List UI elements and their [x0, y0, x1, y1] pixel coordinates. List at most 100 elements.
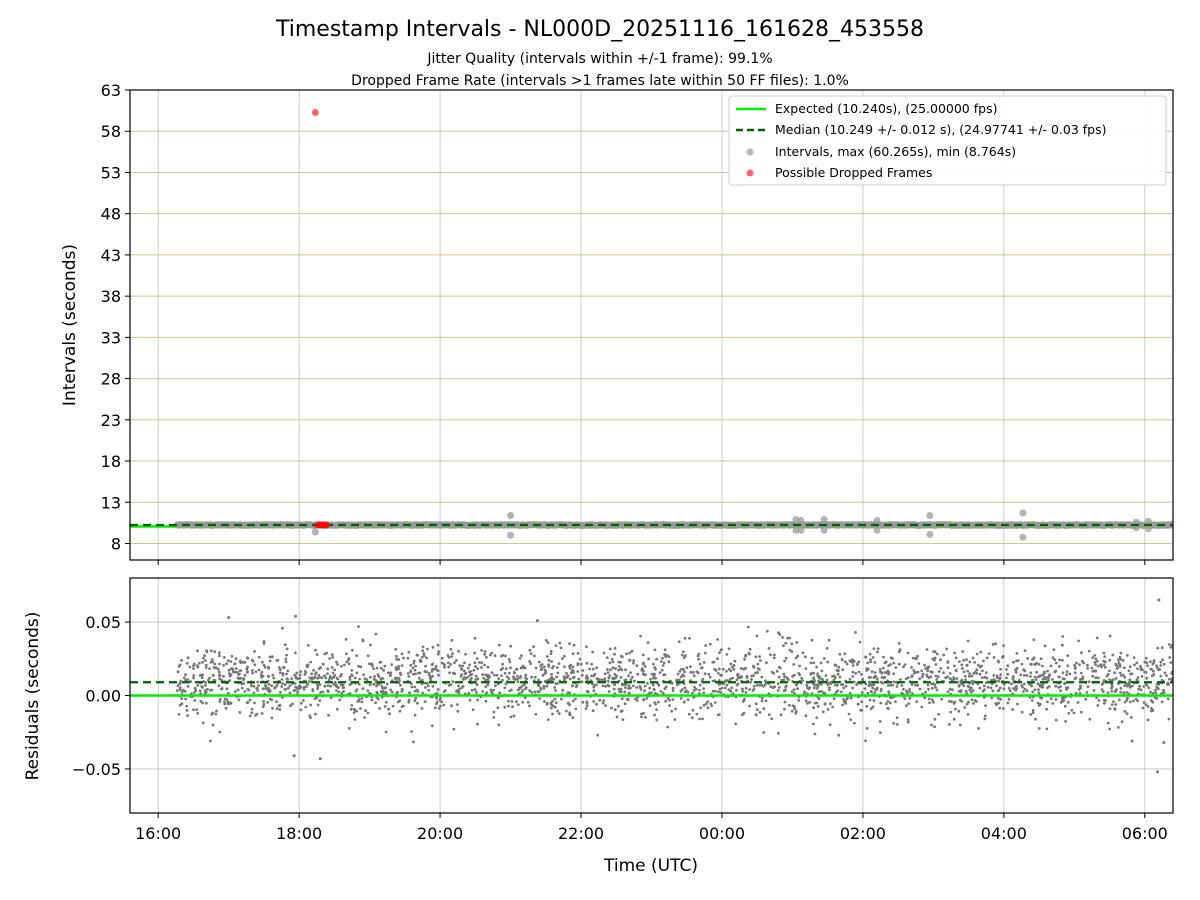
residual-point — [952, 702, 956, 705]
residual-point — [918, 677, 921, 681]
residual-point — [243, 690, 247, 693]
residual-point — [1110, 686, 1113, 690]
x-tick-label: 22:00 — [558, 824, 604, 843]
residual-point — [690, 716, 694, 720]
residual-point — [282, 666, 286, 669]
residual-point — [569, 671, 573, 675]
residual-point — [935, 652, 939, 656]
residual-point — [871, 656, 875, 659]
residual-point — [238, 672, 241, 676]
residual-point — [755, 634, 759, 638]
residual-point — [1136, 667, 1139, 670]
residual-point — [848, 677, 852, 681]
residual-point — [820, 669, 824, 673]
residual-point — [296, 690, 299, 694]
residual-point — [361, 687, 365, 691]
residual-point — [420, 707, 424, 710]
residual-point — [385, 682, 389, 686]
residual-point — [623, 683, 626, 687]
residual-point — [628, 658, 631, 662]
residual-point — [1029, 671, 1033, 675]
residual-point — [180, 702, 184, 705]
residual-point — [754, 713, 758, 717]
residual-point — [486, 678, 490, 681]
residual-point — [1011, 677, 1015, 681]
residual-point — [198, 661, 201, 665]
residual-point — [183, 689, 187, 693]
residual-point — [499, 668, 503, 672]
residual-point — [213, 662, 217, 666]
residual-point — [717, 683, 721, 686]
residual-point — [560, 697, 563, 701]
residual-point — [1138, 684, 1141, 688]
residual-point — [510, 688, 513, 692]
residual-point — [948, 723, 951, 726]
residual-point — [298, 673, 302, 677]
residual-point — [409, 663, 413, 667]
residual-point — [1102, 663, 1106, 667]
residual-point — [429, 677, 432, 680]
interval-outlier-point — [311, 528, 319, 536]
residual-point — [749, 680, 752, 684]
residual-point — [841, 668, 844, 672]
residual-point — [1014, 688, 1018, 692]
residual-point — [437, 673, 440, 677]
residual-point — [542, 684, 546, 688]
residual-point — [331, 671, 335, 675]
residual-point — [520, 666, 523, 670]
residual-point — [1023, 669, 1027, 673]
residual-point — [550, 703, 553, 707]
interval-outlier-point — [926, 530, 934, 538]
residual-point — [930, 698, 934, 702]
residual-point — [1149, 667, 1153, 671]
residual-point — [970, 674, 974, 678]
residual-point — [697, 657, 700, 661]
residual-point — [486, 683, 490, 687]
residual-point — [278, 703, 282, 707]
legend: Expected (10.240s), (25.00000 fps) Media… — [728, 95, 1167, 186]
residual-point — [864, 739, 867, 743]
residual-point — [211, 723, 215, 727]
residual-point — [430, 670, 434, 673]
residual-point — [177, 712, 181, 716]
residual-point — [344, 638, 348, 641]
residual-point — [204, 663, 208, 667]
residual-point — [564, 709, 568, 713]
residuals-y-tick-label: 0.05 — [85, 613, 121, 632]
residual-point — [613, 652, 616, 656]
residual-point — [878, 667, 882, 671]
residual-point — [679, 675, 683, 679]
residual-point — [1053, 658, 1057, 662]
residual-point — [892, 722, 896, 725]
residual-point — [682, 668, 685, 671]
residual-point — [868, 698, 872, 702]
residual-point — [177, 665, 181, 668]
residual-point — [375, 666, 379, 670]
residual-point — [861, 677, 865, 681]
residual-point — [576, 652, 580, 655]
residual-point — [210, 658, 214, 661]
residual-point — [617, 668, 620, 672]
residual-point — [1087, 649, 1091, 653]
residual-point — [707, 672, 711, 676]
residual-point — [1143, 660, 1147, 664]
intervals-y-tick-label: 38 — [101, 287, 121, 306]
residual-point — [324, 676, 328, 680]
residuals-x-ticks: 16:00 18:00 20:00 22:00 00:00 02:00 04:00 06:00 — [135, 813, 1168, 843]
residual-point — [267, 667, 271, 670]
residual-point — [571, 652, 575, 656]
residual-point — [744, 654, 747, 658]
residual-point — [300, 701, 303, 705]
residual-point — [1061, 643, 1064, 647]
residual-point — [475, 657, 479, 660]
residual-point — [550, 660, 553, 663]
residual-point — [489, 688, 493, 692]
residual-point — [926, 683, 930, 687]
residual-point — [764, 699, 768, 703]
residual-point — [1113, 671, 1117, 675]
residual-point — [211, 674, 215, 677]
residual-point — [1147, 686, 1151, 690]
residual-point — [424, 664, 427, 668]
residual-point — [443, 665, 446, 669]
residual-point — [207, 678, 210, 682]
